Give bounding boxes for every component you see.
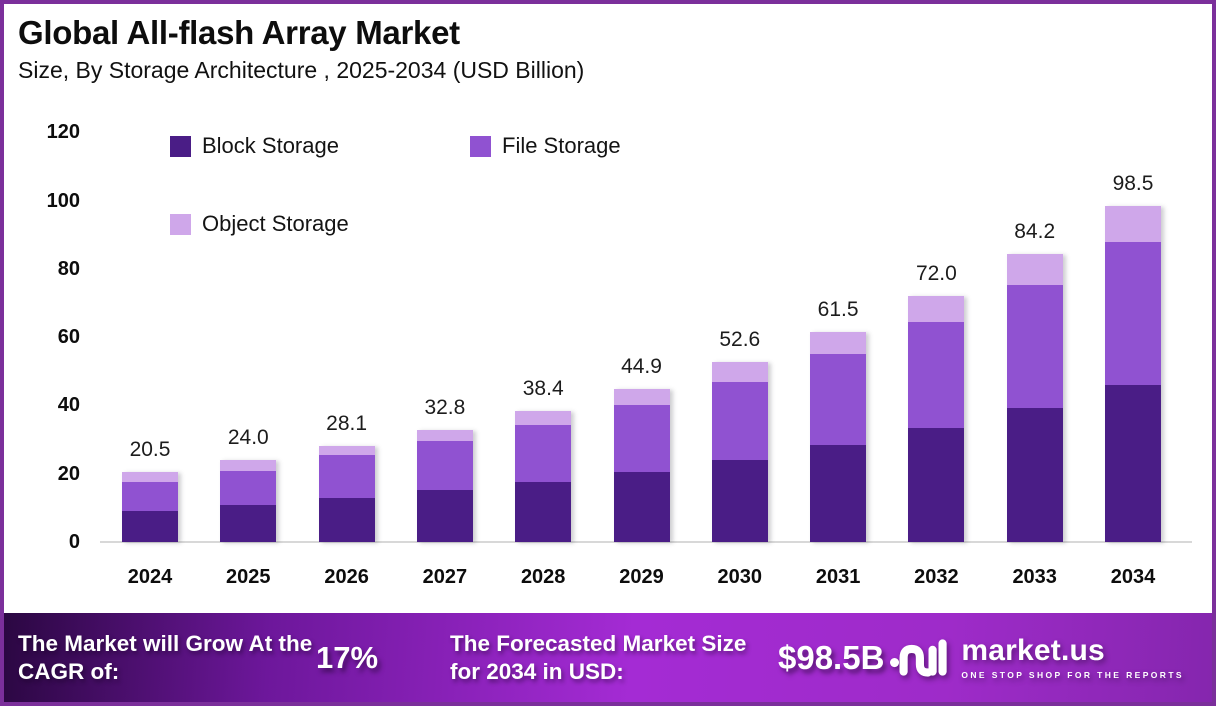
marketus-logo-icon [890, 638, 947, 677]
bar-segment-block-storage [613, 472, 670, 542]
bar-segment-block-storage [1006, 408, 1063, 542]
x-axis-category-label: 2031 [815, 566, 861, 588]
stacked-bar-2029 [613, 389, 670, 542]
plot-area: 0 20 40 60 80 100 120 20.5 2024 24.0 2025 28.1 2026 3… [4, 4, 1212, 702]
forecast-label: The Forecasted Market Size for 2034 in U… [450, 630, 747, 684]
stacked-bar-2028 [515, 411, 572, 542]
bar-segment-object-storage [515, 411, 572, 426]
logo-tagline: ONE STOP SHOP FOR THE REPORTS [961, 669, 1184, 680]
y-axis-tick-label: 40 [57, 394, 80, 417]
legend-item-block-storage: Block Storage [170, 133, 339, 159]
x-axis-category-label: 2029 [619, 566, 664, 588]
legend-item-file-storage: File Storage [470, 133, 621, 159]
cagr-value: 17% [316, 639, 379, 675]
bar-segment-file-storage [515, 425, 572, 482]
bar-segment-object-storage [1105, 205, 1161, 242]
legend-label: Block Storage [202, 133, 339, 158]
legend-swatch-object-storage [170, 213, 191, 235]
bar-total-label: 38.4 [522, 377, 564, 400]
bar-segment-block-storage [122, 510, 178, 542]
stacked-bar-2026 [318, 446, 375, 542]
stacked-bar-2025 [220, 460, 277, 542]
bar-segment-block-storage [711, 460, 768, 542]
y-axis-tick-label: 80 [57, 257, 80, 280]
bottom-banner: The Market will Grow At the CAGR of: 17%… [4, 613, 1212, 702]
x-axis-category-label: 2033 [1012, 566, 1057, 588]
bar-segment-file-storage [613, 405, 670, 473]
x-axis-category-label: 2034 [1110, 566, 1156, 588]
bar-segment-file-storage [416, 440, 473, 491]
y-axis-tick-label: 120 [46, 121, 80, 144]
x-axis-category-label: 2028 [520, 566, 566, 588]
bar-segment-block-storage [1105, 385, 1161, 542]
bar-total-label: 98.5 [1112, 172, 1154, 195]
stacked-bar-2030 [711, 362, 768, 542]
x-axis-category-label: 2032 [914, 566, 959, 588]
bar-segment-file-storage [908, 322, 965, 428]
logo-name: market.us [961, 633, 1105, 667]
bar-segment-object-storage [122, 472, 178, 482]
bar-segment-object-storage [1006, 254, 1063, 286]
bar-total-label: 24.0 [227, 426, 269, 449]
stacked-bar-2027 [416, 430, 473, 542]
bar-segment-object-storage [613, 389, 670, 406]
cagr-label: The Market will Grow At the CAGR of: [18, 630, 313, 684]
bar-segment-block-storage [220, 505, 277, 542]
forecast-value: $98.5B [778, 638, 885, 676]
bar-total-label: 61.5 [817, 298, 859, 321]
bar-total-label: 28.1 [326, 412, 368, 435]
bar-segment-object-storage [711, 362, 768, 383]
bar-segment-file-storage [1006, 285, 1063, 409]
y-axis-tick-label: 100 [46, 189, 80, 212]
bar-segment-object-storage [810, 332, 867, 354]
x-axis-category-label: 2030 [717, 566, 763, 588]
x-axis-category-label: 2024 [127, 566, 173, 588]
stacked-bar-2031 [810, 332, 867, 542]
stacked-bar-2024 [122, 472, 178, 542]
bar-segment-file-storage [122, 481, 178, 511]
page-title: Global All-flash Array Market [18, 14, 460, 51]
page-subtitle: Size, By Storage Architecture , 2025-203… [18, 56, 585, 83]
bar-segment-block-storage [515, 481, 572, 542]
x-axis-category-label: 2026 [324, 566, 369, 588]
x-axis-category-label: 2025 [226, 566, 271, 588]
stacked-bar-2033 [1006, 254, 1063, 542]
bar-total-label: 84.2 [1014, 220, 1056, 243]
bar-segment-object-storage [908, 296, 965, 323]
bar-segment-block-storage [416, 490, 473, 542]
bar-segment-file-storage [810, 353, 867, 446]
bar-total-label: 52.6 [719, 328, 761, 351]
legend-swatch-file-storage [470, 135, 491, 157]
y-axis-tick-label: 20 [57, 462, 80, 485]
logo-text: market.us ONE STOP SHOP FOR THE REPORTS [961, 633, 1184, 680]
marketus-logo: market.us ONE STOP SHOP FOR THE REPORTS [890, 635, 1184, 681]
bar-segment-file-storage [1105, 241, 1161, 386]
y-axis-tick-label: 0 [68, 531, 80, 553]
bar-segment-file-storage [711, 382, 768, 461]
bar-segment-object-storage [416, 430, 473, 441]
legend-label: File Storage [502, 133, 621, 158]
bar-total-label: 32.8 [424, 396, 466, 419]
bar-total-label: 72.0 [915, 262, 957, 285]
bar-segment-file-storage [220, 470, 277, 506]
stacked-bar-2034 [1105, 205, 1161, 542]
bar-segment-object-storage [220, 460, 277, 471]
bar-segment-file-storage [318, 455, 375, 498]
legend-label: Object Storage [202, 211, 349, 236]
bar-segment-object-storage [318, 446, 375, 456]
y-axis-tick-label: 60 [57, 326, 80, 349]
legend-swatch-block-storage [170, 135, 191, 157]
bar-total-label: 44.9 [621, 355, 662, 378]
legend-item-object-storage: Object Storage [170, 211, 349, 237]
bar-segment-block-storage [908, 427, 965, 542]
x-axis-line [100, 541, 1192, 543]
bar-segment-block-storage [810, 445, 867, 542]
bar-total-label: 20.5 [129, 438, 171, 461]
stacked-bar-2032 [908, 296, 965, 542]
x-axis-category-label: 2027 [422, 566, 468, 588]
bar-segment-block-storage [318, 497, 375, 542]
chart-header: Global All-flash Array Market Size, By S… [18, 14, 584, 84]
